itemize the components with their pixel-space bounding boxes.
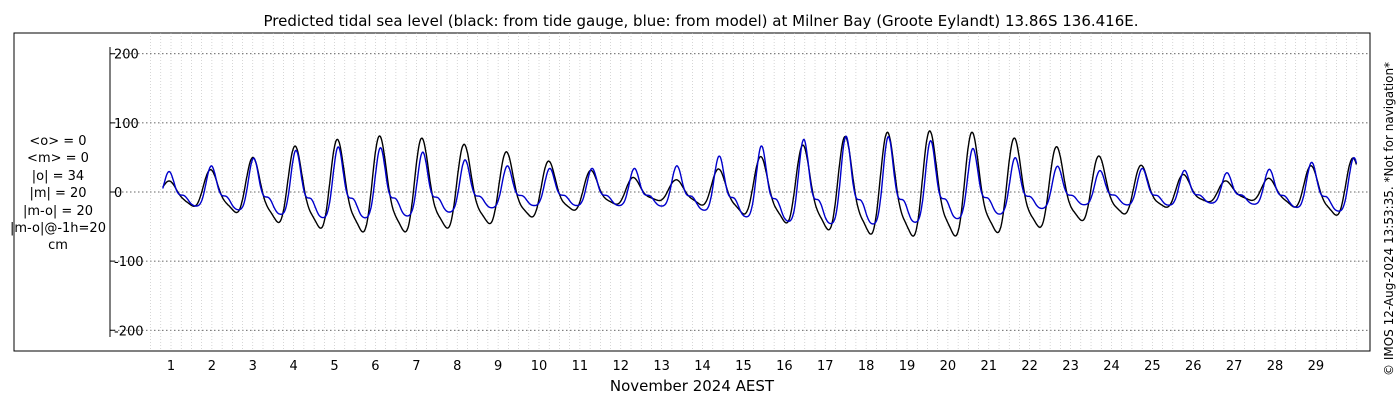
stat-mean-model: <m> = 0 (27, 151, 89, 167)
x-tick-label: 16 (776, 359, 793, 374)
x-tick-label: 5 (330, 359, 338, 374)
x-axis-label: November 2024 AEST (610, 377, 775, 395)
x-tick-label: 1 (167, 359, 175, 374)
x-tick-label: 22 (1021, 359, 1038, 374)
x-tick-label: 29 (1308, 359, 1325, 374)
x-tick-label: 25 (1144, 359, 1161, 374)
y-tick-label: 100 (114, 117, 139, 132)
y-axis: -200 -100 0 100 200 (110, 48, 144, 339)
x-tick-label: 23 (1062, 359, 1079, 374)
y-tick-label: 200 (114, 48, 139, 63)
chart-title: Predicted tidal sea level (black: from t… (263, 12, 1138, 30)
grid-lines (110, 33, 1370, 351)
x-tick-label: 24 (1103, 359, 1120, 374)
stat-abs-diff: |m-o| = 20 (22, 203, 93, 219)
stat-abs-model: |m| = 20 (29, 186, 87, 202)
x-tick-label: 6 (371, 359, 379, 374)
x-tick-label: 19 (899, 359, 916, 374)
y-tick-label: -100 (114, 255, 144, 270)
outer-frame (13, 32, 1371, 352)
x-tick-label: 11 (572, 359, 589, 374)
y-tick-label: -200 (114, 324, 144, 339)
x-tick-label: 3 (249, 359, 257, 374)
stat-abs-diff-lag: |m-o|@-1h=20 (10, 221, 106, 237)
x-tick-label: 4 (290, 359, 298, 374)
x-axis: 1 2 3 4 5 6 7 8 9 10 11 12 13 14 15 16 17 18 19 20 21 22 23 24 2… (167, 359, 1324, 374)
x-tick-label: 7 (412, 359, 420, 374)
x-tick-label: 12 (613, 359, 630, 374)
x-tick-label: 2 (208, 359, 216, 374)
copyright-credit: © IMOS 12-Aug-2024 13:53:35. *Not for na… (1382, 62, 1396, 376)
stat-abs-observed: |o| = 34 (31, 168, 85, 184)
x-tick-label: 15 (735, 359, 752, 374)
stat-units: cm (48, 238, 68, 254)
series-line-tide-gauge (162, 130, 1358, 237)
x-tick-label: 8 (453, 359, 461, 374)
x-tick-label: 18 (858, 359, 875, 374)
x-tick-label: 28 (1267, 359, 1284, 374)
x-tick-label: 13 (653, 359, 670, 374)
x-tick-label: 26 (1185, 359, 1202, 374)
x-tick-label: 17 (817, 359, 834, 374)
x-tick-label: 9 (494, 359, 502, 374)
series-line-model (162, 135, 1358, 225)
x-tick-label: 20 (940, 359, 957, 374)
x-tick-label: 14 (694, 359, 711, 374)
statistics-panel: <o> = 0 <m> = 0 |o| = 34 |m| = 20 |m-o| … (8, 133, 108, 255)
x-tick-label: 27 (1226, 359, 1243, 374)
stat-mean-observed: <o> = 0 (29, 134, 87, 149)
x-tick-label: 10 (531, 359, 548, 374)
x-tick-label: 21 (981, 359, 998, 374)
y-tick-label: 0 (114, 186, 122, 201)
series-lines (162, 130, 1358, 237)
